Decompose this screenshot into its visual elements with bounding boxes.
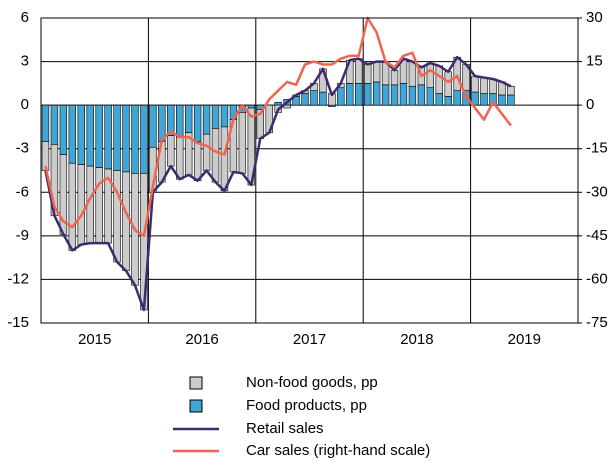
y2-tick-label: -60 [586,270,608,287]
y-tick-label: 6 [21,9,29,26]
bar [247,104,256,109]
bar [95,104,103,168]
legend-label: Non-food goods, pp [246,374,378,391]
bar [193,104,202,142]
bar [372,61,381,83]
bar [310,90,318,106]
y2-tick-label: 30 [586,9,603,26]
y-tick-label: 0 [21,96,29,113]
y-tick-label: -3 [16,140,29,157]
bar [220,126,229,192]
bar [122,104,130,173]
bar [104,104,112,170]
legend-label: Retail sales [246,420,324,437]
legend-marker [189,399,203,413]
y2-tick-label: -75 [586,314,608,331]
y2-tick-label: 15 [586,53,603,70]
bar [480,77,488,94]
bar [202,133,211,171]
bar [417,84,426,106]
bar [184,104,193,134]
bar [453,90,461,106]
bar [381,84,390,106]
bar [507,85,515,96]
bar [176,104,184,138]
bar [498,94,506,106]
bar [95,167,103,244]
bar [480,93,488,106]
x-tick-label: 2019 [508,331,541,348]
x-tick-label: 2016 [185,331,218,348]
bar [211,128,220,183]
y-tick-label: -15 [7,314,29,331]
x-tick-label: 2018 [400,331,433,348]
bar [86,104,94,167]
bar [444,71,452,97]
bar [68,104,77,164]
bar [193,141,202,181]
bar [113,170,121,263]
bar [399,83,408,106]
bar [131,104,139,174]
bar [471,75,479,93]
x-tick-label: 2017 [293,331,326,348]
bar [211,104,220,129]
y-tick-label: -12 [7,270,29,287]
bar [202,104,211,135]
bar [41,104,50,142]
bar [77,104,85,165]
bar [176,136,184,180]
bar [426,62,435,89]
bar [274,101,282,106]
bar [435,65,443,94]
bar [408,61,417,87]
bar [238,112,247,174]
bar [408,85,417,106]
bar [122,171,130,272]
line [44,55,512,312]
bar [426,87,435,106]
bar [167,135,175,167]
legend-label: Car sales (right-hand scale) [246,442,430,459]
y-tick-label: -9 [16,227,29,244]
bar [301,93,309,106]
bar [337,87,345,106]
x-tick-label: 2015 [78,331,111,348]
bar [77,164,85,245]
legend-marker [189,376,203,390]
bar [113,104,121,171]
bar [363,64,372,84]
bar [319,91,327,106]
y-tick-label: 3 [21,53,29,70]
bar [355,58,363,84]
y2-tick-label: 0 [586,96,594,113]
bar [59,104,68,155]
bar [390,69,399,86]
bar [68,162,77,251]
bar [507,94,515,106]
y2-tick-label: -15 [586,140,608,157]
bar [435,93,443,106]
y2-tick-label: -45 [586,227,608,244]
bar [363,83,372,106]
bar [444,96,452,106]
y-tick-label: -6 [16,183,29,200]
line [44,16,512,238]
bar [220,104,229,128]
bar [50,104,59,145]
bar [346,83,354,106]
bar [355,83,363,106]
bar [372,81,381,106]
bar [140,104,148,174]
bar [149,104,157,148]
bar [489,78,497,94]
bar [390,84,399,106]
legend-label: Food products, pp [246,397,367,414]
plot-frame [40,17,579,324]
y2-tick-label: -30 [586,183,608,200]
